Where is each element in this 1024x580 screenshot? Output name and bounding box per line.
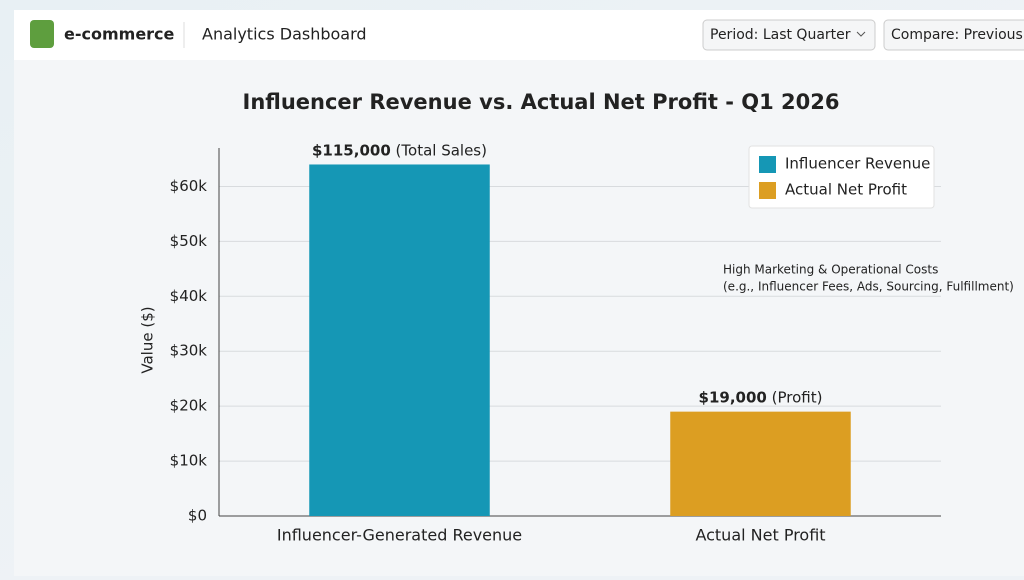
note: (e.g., Influencer Fees, Ads, Sourcing, F… <box>723 280 1014 294</box>
logo <box>30 20 54 48</box>
compare-dropdown[interactable] <box>883 19 1024 51</box>
bar <box>670 411 851 516</box>
y-tick-label: $50k <box>170 232 208 250</box>
note: High Marketing & Operational Costs <box>723 263 938 277</box>
x-tick-label: Actual Net Profit <box>695 526 825 545</box>
y-tick-label: $20k <box>170 397 208 415</box>
legend-label: Actual Net Profit <box>785 181 907 199</box>
brand: e-commerce <box>64 25 175 44</box>
y-tick-label: $10k <box>170 452 208 470</box>
bar-annotation: $115,000 (Total Sales) <box>312 141 487 159</box>
chevron <box>856 31 866 37</box>
legend-swatch <box>759 182 776 199</box>
annotation-text: (Total Sales) <box>396 141 487 159</box>
annotation-amount: $115,000 <box>312 141 391 159</box>
chart-title: Influencer Revenue vs. Actual Net Profit… <box>243 90 840 114</box>
legend-swatch <box>759 156 776 173</box>
y-tick-label: $0 <box>188 507 207 525</box>
y-tick-label: $60k <box>170 177 208 195</box>
legend-label: Influencer Revenue <box>785 155 930 173</box>
x-tick-label: Influencer-Generated Revenue <box>277 526 522 545</box>
y-tick-label: $40k <box>170 287 208 305</box>
bar-annotation: $19,000 (Profit) <box>699 388 823 406</box>
period-label[interactable]: Period: Last Quarter <box>710 27 851 43</box>
legend <box>748 145 935 209</box>
bar <box>309 164 490 517</box>
y-tick-label: $30k <box>170 342 208 360</box>
page-title: Analytics Dashboard <box>202 25 367 44</box>
panel <box>14 60 1024 576</box>
y-axis-label: Value ($) <box>139 306 157 373</box>
compare-label[interactable]: Compare: Previous <box>891 27 1023 43</box>
period-dropdown[interactable] <box>702 19 876 51</box>
annotation-text: (Profit) <box>772 388 823 406</box>
annotation-amount: $19,000 <box>699 388 767 406</box>
